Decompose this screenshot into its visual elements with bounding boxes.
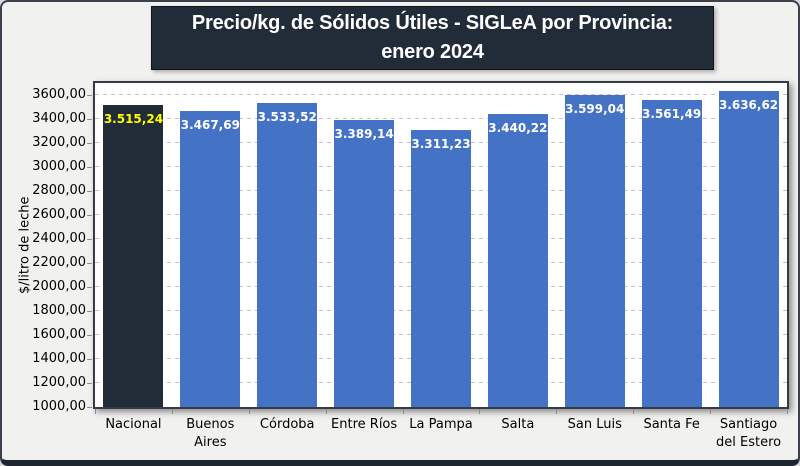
y-tick-label-1600: 1600,00 [32,327,86,342]
y-tick-mark-1400 [87,359,92,360]
y-tick-label-3400: 3400,00 [32,111,86,126]
x-tick-mark-3 [325,409,327,414]
x-category-label-córdoba: Córdoba [259,417,315,432]
bar-salta: 3.440,22 [487,114,548,407]
bar-value-label-nacional: 3.515,24 [103,112,164,127]
x-category-label-salta: Salta [501,417,535,432]
y-tick-mark-2600 [87,215,92,216]
x-tick-mark-9 [787,409,788,414]
x-category-label-nacional: Nacional [105,417,162,432]
y-tick-mark-1200 [87,383,92,384]
y-tick-label-2000: 2000,00 [32,279,86,294]
x-category-label-entre-ríos: Entre Ríos [331,417,398,432]
bar-santa-fe: 3.561,49 [641,99,702,407]
chart-title-line2: enero 2024 [381,41,484,63]
x-category-label-santiago-del-estero: Santiago del Estero [716,417,782,450]
bar-entre-ríos: 3.389,14 [334,120,395,407]
y-tick-mark-1000 [87,407,92,408]
bar-value-label-san-luis: 3.599,04 [565,102,625,117]
y-tick-label-3000: 3000,00 [32,159,86,174]
y-tick-label-2400: 2400,00 [32,231,86,246]
y-tick-mark-2000 [87,287,92,288]
chart-title-line1: Precio/kg. de Sólidos Útiles - SIGLeA po… [191,12,674,34]
bar-córdoba: 3.533,52 [257,102,318,407]
plot-area: 3.515,24 3.467,69 3.533,52 3.389,14 3.311,23… [93,81,789,409]
y-tick-mark-1600 [87,335,92,336]
x-tick-mark-4 [402,409,404,414]
x-tick-mark-2 [248,409,250,414]
y-tick-mark-1800 [87,311,92,312]
bar-value-label-salta: 3.440,22 [488,121,548,136]
bar-nacional: 3.515,24 [103,105,164,407]
bar-value-label-buenos-aires: 3.467,69 [180,117,240,132]
y-tick-label-3200: 3200,00 [32,135,86,150]
y-tick-mark-2200 [87,263,92,264]
bar-la-pampa: 3.311,23 [411,129,471,407]
y-tick-label-1800: 1800,00 [32,303,86,318]
y-tick-mark-2800 [87,191,92,192]
y-tick-label-2200: 2200,00 [32,255,86,270]
bar-buenos-aires: 3.467,69 [180,110,241,407]
y-tick-label-2800: 2800,00 [32,183,86,198]
x-category-label-san-luis: San Luis [567,417,622,432]
bar-value-label-santa-fe: 3.561,49 [642,106,702,121]
x-category-label-santa-fe: Santa Fe [643,417,700,432]
y-tick-label-2600: 2600,00 [32,207,86,222]
bar-san-luis: 3.599,04 [564,95,625,407]
y-tick-mark-3400 [87,119,92,120]
y-tick-mark-3200 [87,143,92,144]
bar-value-label-la-pampa: 3.311,23 [411,136,471,151]
y-tick-label-1000: 1000,00 [32,399,86,414]
x-tick-mark-8 [710,409,712,414]
y-tick-mark-3600 [87,95,92,96]
x-tick-mark-1 [171,409,173,414]
gridline-3400 [95,118,787,119]
bar-value-label-santiago-del-estero: 3.636,62 [718,97,779,112]
y-tick-mark-3000 [87,167,92,168]
y-tick-label-1200: 1200,00 [32,375,86,390]
y-tick-label-3600: 3600,00 [32,87,86,102]
gridline-3600 [95,94,787,95]
x-category-label-buenos-aires: Buenos Aires [186,417,235,450]
bar-santiago-del-estero: 3.636,62 [718,90,779,407]
x-tick-mark-7 [633,409,635,414]
x-tick-mark-5 [479,409,481,414]
x-tick-mark-6 [556,409,558,414]
chart-title-box: Precio/kg. de Sólidos Útiles - SIGLeA po… [151,6,714,70]
bar-value-label-entre-ríos: 3.389,14 [334,127,394,142]
bar-value-label-córdoba: 3.533,52 [257,109,317,124]
x-category-label-la-pampa: La Pampa [409,417,473,432]
y-tick-label-1400: 1400,00 [32,351,86,366]
x-tick-mark-0 [95,409,96,414]
y-tick-mark-2400 [87,239,92,240]
